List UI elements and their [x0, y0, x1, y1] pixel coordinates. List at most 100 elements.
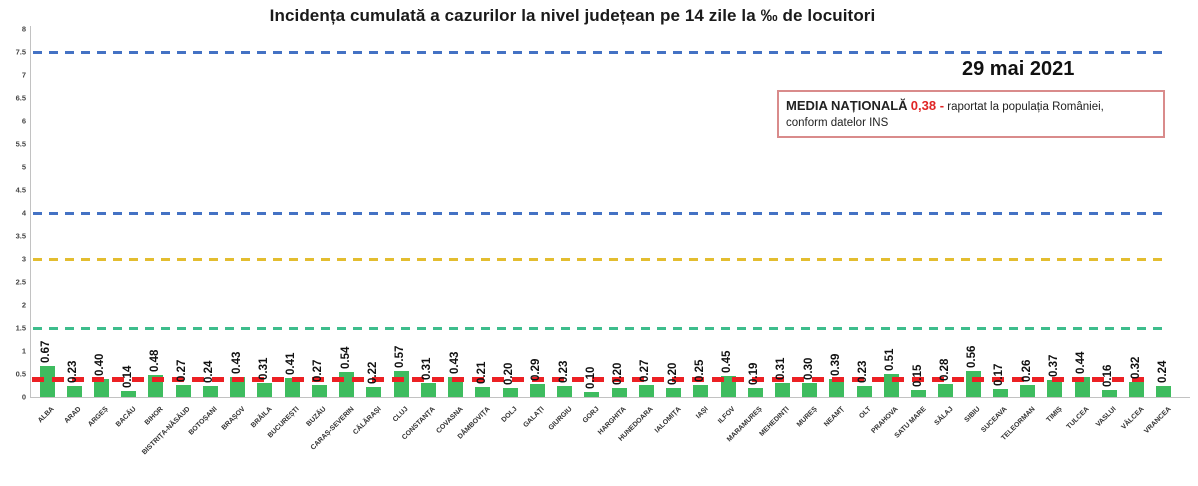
- bar: [311, 385, 327, 397]
- bar: [284, 378, 300, 397]
- bar: [774, 383, 790, 397]
- bar-value-label: 0.27: [176, 359, 189, 382]
- bar: [393, 371, 409, 397]
- y-tick-label: 4.5: [15, 185, 26, 195]
- bar: [829, 379, 845, 397]
- y-tick-label: 5.5: [15, 139, 26, 149]
- y-tick-label: 7.5: [15, 47, 26, 57]
- bar: [175, 385, 191, 397]
- y-tick-label: 4: [21, 208, 26, 218]
- y-tick-label: 3.5: [15, 231, 26, 241]
- bar: [121, 391, 137, 397]
- bar: [557, 386, 573, 397]
- bar-value-label: 0.24: [203, 360, 216, 383]
- y-tick-label: 3: [21, 254, 26, 264]
- national-average-box: MEDIA NAȚIONALĂ 0,38 - raportat la popul…: [777, 90, 1165, 139]
- y-axis-line: [30, 26, 31, 397]
- bar-value-label: 0.21: [475, 361, 488, 384]
- bar-value-label: 0.31: [421, 357, 434, 380]
- bar: [992, 389, 1008, 397]
- bar: [1101, 390, 1117, 397]
- chart-title: Incidența cumulată a cazurilor la nivel …: [269, 6, 876, 25]
- bar-value-label: 0.44: [1075, 351, 1088, 374]
- bar-value-label: 0.27: [639, 359, 652, 382]
- bar-value-label: 0.17: [993, 363, 1006, 386]
- bar: [529, 384, 545, 397]
- bar: [1047, 380, 1063, 397]
- bar-value-label: 0.24: [1156, 360, 1169, 383]
- reference-line-threshold-3: [33, 257, 1163, 261]
- y-tick-label: 0.5: [15, 369, 26, 379]
- reference-line-threshold-4: [33, 211, 1163, 215]
- bar-value-label: 0.22: [366, 361, 379, 384]
- bar-value-label: 0.31: [775, 357, 788, 380]
- reference-line-threshold-1-5: [33, 326, 1163, 330]
- y-tick-label: 8: [21, 24, 26, 34]
- bar: [475, 387, 491, 397]
- bar-value-label: 0.56: [966, 345, 979, 368]
- x-axis-line: [30, 397, 1190, 398]
- bar-value-label: 0.20: [612, 362, 625, 385]
- bar-value-label: 0.16: [1102, 364, 1115, 387]
- bar-value-label: 0.67: [40, 340, 52, 363]
- bar-value-label: 0.27: [312, 359, 325, 382]
- bar: [93, 379, 109, 397]
- bar: [911, 390, 927, 397]
- national-average-label: MEDIA NAȚIONALĂ: [786, 98, 908, 113]
- bar-value-label: 0.23: [557, 360, 570, 383]
- bar: [420, 383, 436, 397]
- national-average-note-line1: raportat la populația României,: [947, 101, 1104, 113]
- bar-value-label: 0.51: [884, 348, 897, 371]
- bar-value-label: 0.30: [802, 357, 815, 380]
- bar-value-label: 0.57: [394, 345, 407, 368]
- bar: [638, 385, 654, 397]
- reference-line-threshold-7-5: [33, 50, 1163, 54]
- bar-value-label: 0.43: [230, 351, 243, 374]
- bar-value-label: 0.15: [911, 364, 924, 387]
- bar: [747, 388, 763, 397]
- bar-value-label: 0.40: [94, 353, 107, 376]
- bar-value-label: 0.54: [339, 346, 352, 369]
- national-average-note-line2: conform datelor INS: [786, 117, 889, 130]
- bar-value-label: 0.23: [857, 360, 870, 383]
- bar-value-label: 0.29: [530, 358, 543, 381]
- y-tick-label: 7: [21, 70, 26, 80]
- bar: [257, 383, 273, 397]
- reference-line-national-average: [32, 377, 1150, 383]
- bar-value-label: 0.45: [721, 350, 733, 373]
- bar-value-label: 0.23: [67, 360, 80, 383]
- bar-value-label: 0.39: [829, 353, 842, 376]
- bar-value-label: 0.43: [448, 351, 461, 374]
- y-tick-label: 0: [21, 392, 26, 402]
- bar-value-label: 0.25: [693, 359, 706, 382]
- bar-value-label: 0.48: [148, 349, 161, 372]
- y-tick-label: 2.5: [15, 277, 26, 287]
- y-tick-label: 1: [21, 346, 26, 356]
- bar: [584, 392, 600, 397]
- bar-value-label: 0.20: [503, 362, 516, 385]
- date-label: 29 mai 2021: [962, 58, 1075, 80]
- bar-value-label: 0.20: [666, 362, 679, 385]
- bar-value-label: 0.32: [1129, 356, 1142, 379]
- y-tick-label: 5: [21, 162, 26, 172]
- bar: [339, 372, 355, 397]
- bar: [611, 388, 627, 397]
- y-tick-label: 1.5: [15, 323, 26, 333]
- bar: [693, 385, 709, 397]
- bar: [66, 386, 82, 397]
- bar: [938, 384, 954, 397]
- bar: [666, 388, 682, 397]
- bar-value-label: 0.19: [748, 362, 761, 385]
- bar: [366, 387, 382, 397]
- y-tick-label: 6: [21, 116, 26, 126]
- y-tick-label: 6.5: [15, 93, 26, 103]
- bar: [502, 388, 518, 397]
- bar-value-label: 0.14: [121, 365, 134, 388]
- bar: [202, 386, 218, 397]
- bar: [856, 386, 872, 397]
- bar: [802, 383, 818, 397]
- bar-value-label: 0.37: [1047, 354, 1060, 377]
- bar: [1156, 386, 1172, 397]
- bar: [965, 371, 981, 397]
